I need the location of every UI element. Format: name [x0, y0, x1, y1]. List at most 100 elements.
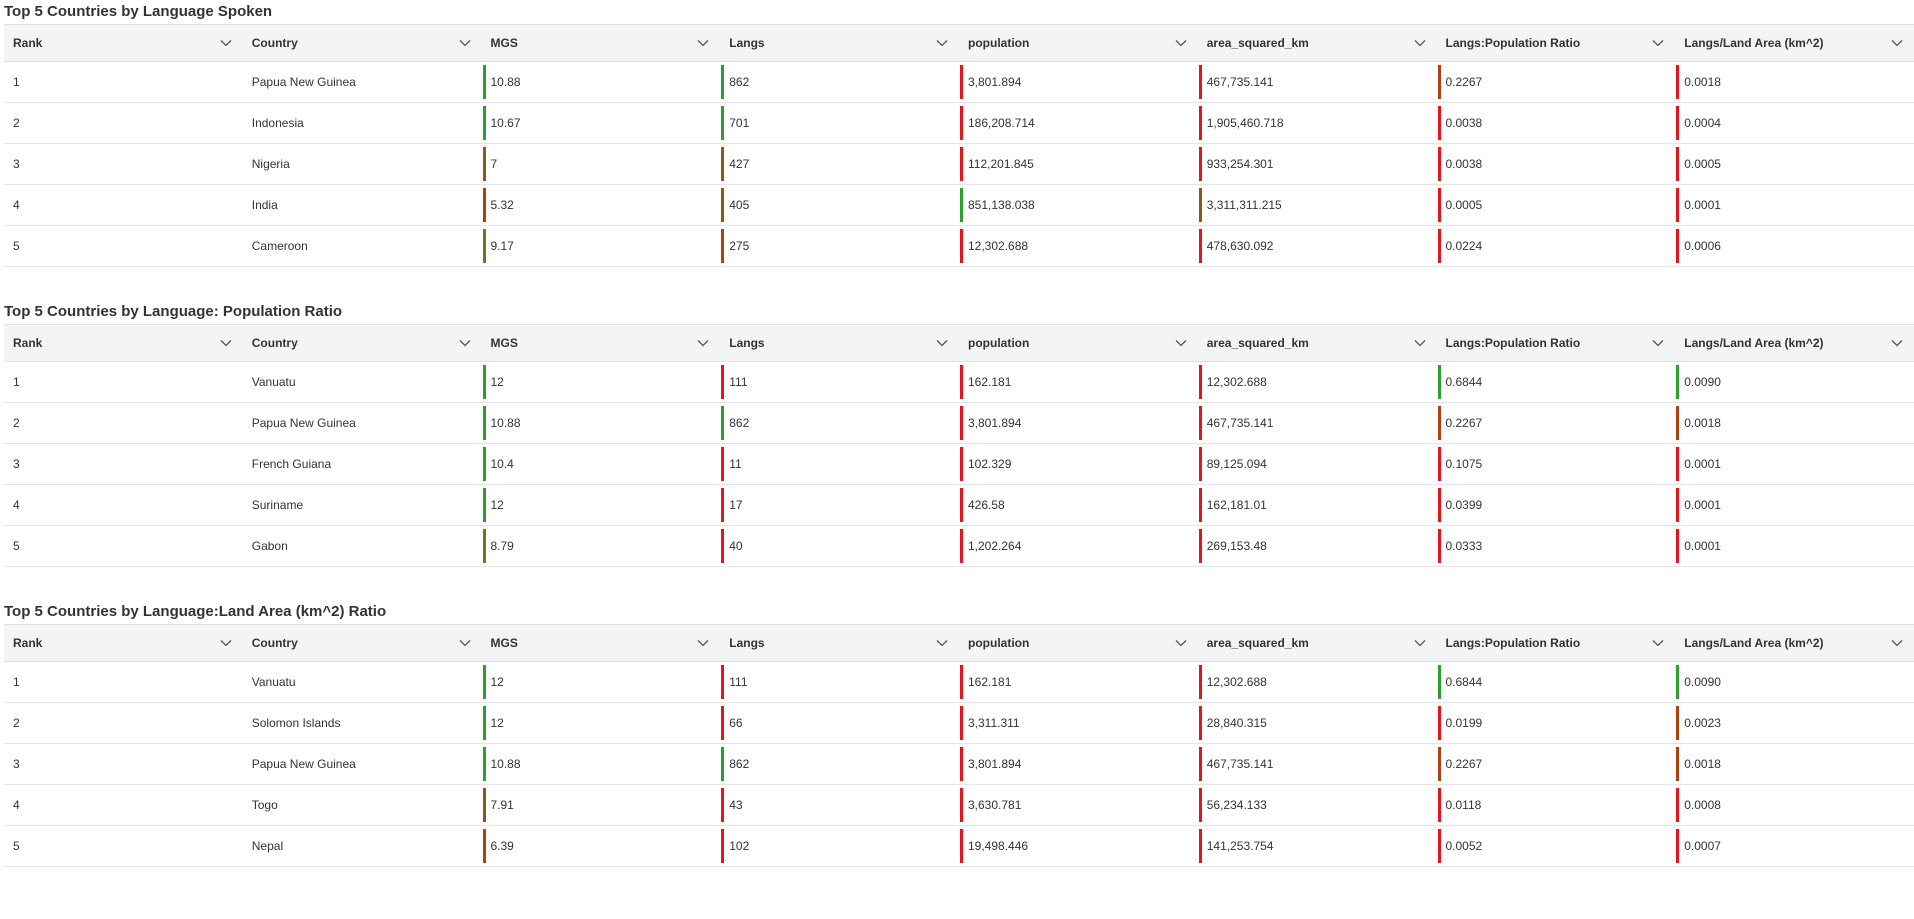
table-row[interactable]: 5 Nepal 6.39 102 19,498.446 141,253.754 0.0052…	[4, 826, 1914, 867]
heat-indicator	[960, 829, 963, 863]
cell-value: 102	[729, 839, 750, 853]
chevron-down-icon[interactable]	[1413, 636, 1427, 650]
chevron-down-icon[interactable]	[1890, 636, 1904, 650]
chevron-down-icon[interactable]	[1890, 36, 1904, 50]
cell-langs-population-ratio: 0.2267	[1437, 62, 1676, 102]
cell-langs: 43	[720, 785, 959, 825]
table-row[interactable]: 5 Gabon 8.79 40 1,202.264 269,153.48 0.0333 0.0…	[4, 526, 1914, 567]
table-row[interactable]: 3 Papua New Guinea 10.88 862 3,801.894 467,73…	[4, 744, 1914, 785]
cell-langs-land-area: 0.0008	[1675, 785, 1914, 825]
column-header-rank[interactable]: Rank	[4, 25, 243, 61]
column-header-mgs[interactable]: MGS	[482, 325, 721, 361]
column-header-rank[interactable]: Rank	[4, 625, 243, 661]
heat-indicator	[482, 529, 486, 563]
column-header-area-squared-km[interactable]: area_squared_km	[1198, 325, 1437, 361]
column-header-population[interactable]: population	[959, 25, 1198, 61]
cell-value: 426.58	[968, 498, 1005, 512]
cell-value: 5	[13, 539, 20, 553]
chevron-down-icon[interactable]	[1651, 36, 1665, 50]
chevron-down-icon[interactable]	[1651, 336, 1665, 350]
table-row[interactable]: 4 India 5.32 405 851,138.038 3,311,311.215 0.0…	[4, 185, 1914, 226]
column-header-population[interactable]: population	[959, 625, 1198, 661]
cell-value: 0.2267	[1445, 416, 1483, 430]
cell-rank: 1	[4, 62, 243, 102]
cell-value: 11	[729, 457, 742, 471]
cell-value: 0.0008	[1684, 798, 1721, 812]
table-row[interactable]: 1 Vanuatu 12 111 162.181 12,302.688 0.6844 0.00…	[4, 362, 1914, 403]
chevron-down-icon[interactable]	[696, 636, 710, 650]
column-header-langs-population-ratio[interactable]: Langs:Population Ratio	[1437, 25, 1676, 61]
cell-value: 275	[729, 239, 750, 253]
chevron-down-icon[interactable]	[1651, 636, 1665, 650]
cell-value: 28,840.315	[1206, 716, 1267, 730]
chevron-down-icon[interactable]	[696, 36, 710, 50]
heat-indicator	[1437, 365, 1441, 399]
column-header-langs-land-area[interactable]: Langs/Land Area (km^2)	[1675, 625, 1914, 661]
table-row[interactable]: 1 Vanuatu 12 111 162.181 12,302.688 0.6844 0.00…	[4, 662, 1914, 703]
column-header-langs-population-ratio[interactable]: Langs:Population Ratio	[1437, 325, 1676, 361]
cell-value: 102.329	[968, 457, 1012, 471]
table-row[interactable]: 4 Suriname 12 17 426.58 162,181.01 0.0399 0.000…	[4, 485, 1914, 526]
column-header-population[interactable]: population	[959, 325, 1198, 361]
chevron-down-icon[interactable]	[458, 636, 472, 650]
cell-population: 12,302.688	[959, 226, 1198, 266]
column-header-mgs[interactable]: MGS	[482, 25, 721, 61]
column-header-langs[interactable]: Langs	[720, 25, 959, 61]
chevron-down-icon[interactable]	[935, 636, 949, 650]
table-row[interactable]: 2 Indonesia 10.67 701 186,208.714 1,905,460.7…	[4, 103, 1914, 144]
table-row[interactable]: 2 Papua New Guinea 10.88 862 3,801.894 467,73…	[4, 403, 1914, 444]
heat-indicator	[960, 529, 963, 563]
cell-langs-population-ratio: 0.1075	[1437, 444, 1676, 484]
table-row[interactable]: 5 Cameroon 9.17 275 12,302.688 478,630.092 0.0…	[4, 226, 1914, 267]
table-row[interactable]: 2 Solomon Islands 12 66 3,311.311 28,840.315 0…	[4, 703, 1914, 744]
cell-value: Indonesia	[251, 116, 304, 130]
table-row[interactable]: 1 Papua New Guinea 10.88 862 3,801.894 467,73…	[4, 62, 1914, 103]
cell-area-squared-km: 269,153.48	[1198, 526, 1437, 566]
chevron-down-icon[interactable]	[219, 336, 233, 350]
cell-mgs: 12	[482, 485, 721, 525]
chevron-down-icon[interactable]	[458, 36, 472, 50]
chevron-down-icon[interactable]	[458, 336, 472, 350]
chevron-down-icon[interactable]	[219, 636, 233, 650]
chevron-down-icon[interactable]	[1413, 336, 1427, 350]
chevron-down-icon[interactable]	[1413, 36, 1427, 50]
cell-area-squared-km: 478,630.092	[1198, 226, 1437, 266]
cell-value: 12	[490, 498, 504, 512]
chevron-down-icon[interactable]	[935, 336, 949, 350]
column-header-label: MGS	[490, 636, 518, 650]
chevron-down-icon[interactable]	[1174, 36, 1188, 50]
chevron-down-icon[interactable]	[1174, 336, 1188, 350]
heat-indicator	[1437, 447, 1441, 481]
cell-rank: 4	[4, 485, 243, 525]
table-row[interactable]: 3 Nigeria 7 427 112,201.845 933,254.301 0.0038…	[4, 144, 1914, 185]
column-header-country[interactable]: Country	[243, 625, 482, 661]
heat-indicator	[1676, 829, 1680, 863]
column-header-mgs[interactable]: MGS	[482, 625, 721, 661]
column-header-langs-land-area[interactable]: Langs/Land Area (km^2)	[1675, 325, 1914, 361]
cell-population: 102.329	[959, 444, 1198, 484]
chevron-down-icon[interactable]	[1174, 636, 1188, 650]
chevron-down-icon[interactable]	[935, 36, 949, 50]
chevron-down-icon[interactable]	[696, 336, 710, 350]
cell-langs-land-area: 0.0004	[1675, 103, 1914, 143]
cell-value: 0.0007	[1684, 839, 1721, 853]
table-row[interactable]: 3 French Guiana 10.4 11 102.329 89,125.094 0.1…	[4, 444, 1914, 485]
column-header-langs-population-ratio[interactable]: Langs:Population Ratio	[1437, 625, 1676, 661]
cell-value: Nepal	[251, 839, 284, 853]
table-row[interactable]: 4 Togo 7.91 43 3,630.781 56,234.133 0.0118 0.00…	[4, 785, 1914, 826]
chevron-down-icon[interactable]	[1890, 336, 1904, 350]
column-header-area-squared-km[interactable]: area_squared_km	[1198, 25, 1437, 61]
heat-indicator	[960, 406, 963, 440]
cell-value: 0.0199	[1445, 716, 1483, 730]
column-header-langs-land-area[interactable]: Langs/Land Area (km^2)	[1675, 25, 1914, 61]
cell-value: 405	[729, 198, 750, 212]
cell-value: 40	[729, 539, 743, 553]
column-header-area-squared-km[interactable]: area_squared_km	[1198, 625, 1437, 661]
chevron-down-icon[interactable]	[219, 36, 233, 50]
column-header-langs[interactable]: Langs	[720, 625, 959, 661]
column-header-country[interactable]: Country	[243, 25, 482, 61]
cell-value: 10.4	[490, 457, 514, 471]
column-header-rank[interactable]: Rank	[4, 325, 243, 361]
column-header-country[interactable]: Country	[243, 325, 482, 361]
column-header-langs[interactable]: Langs	[720, 325, 959, 361]
